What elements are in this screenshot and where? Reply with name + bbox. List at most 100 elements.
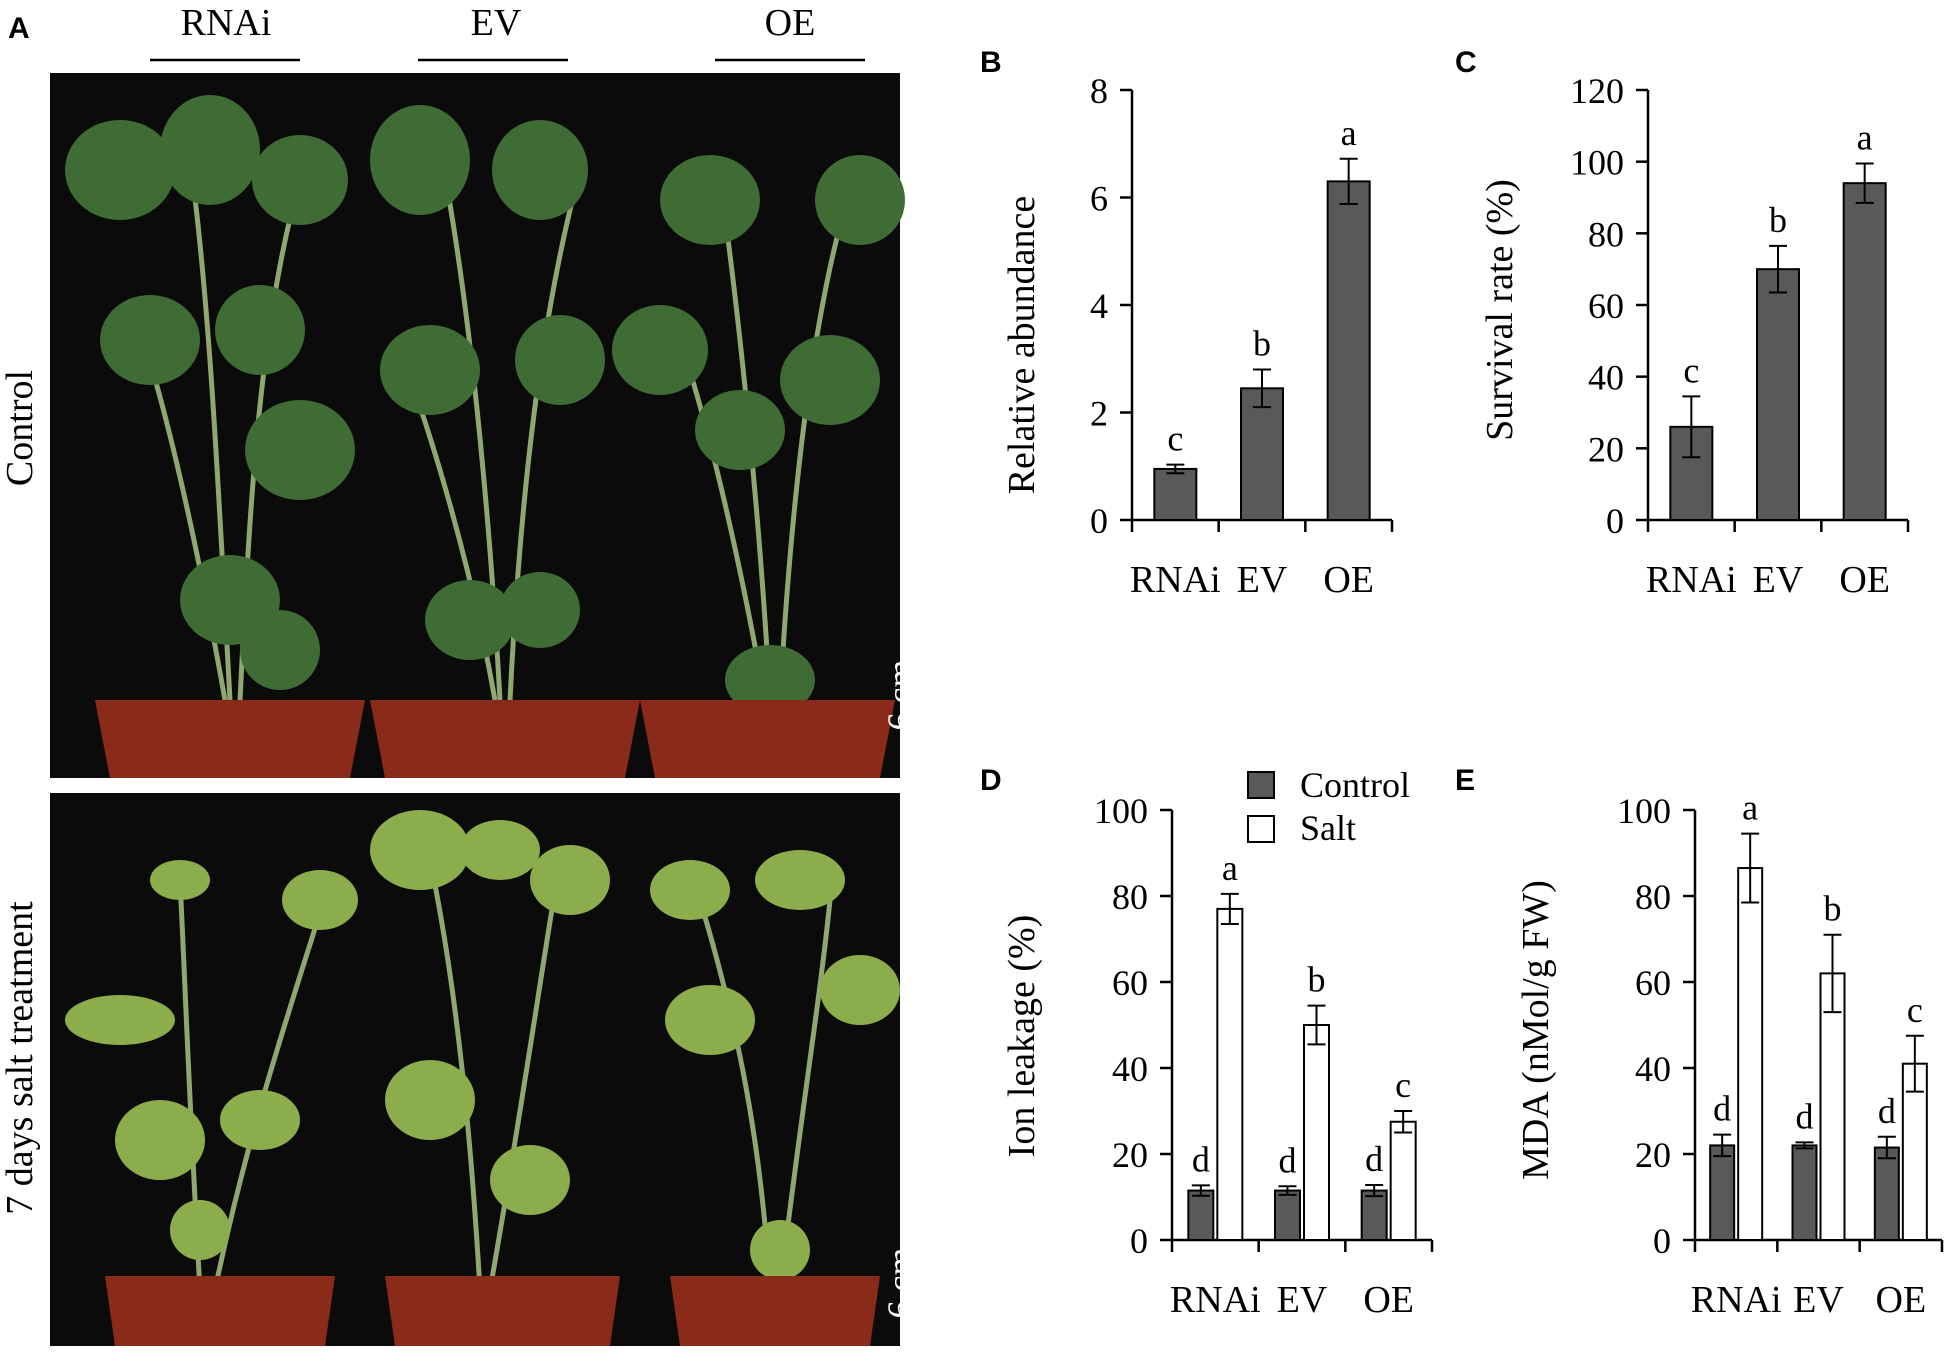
panel-d-salt-oe-bar <box>1389 1120 1417 1241</box>
row-label-control: Control <box>0 370 41 486</box>
panel-b-ylabel: Relative abundance <box>1001 196 1043 495</box>
panel-e-control-rnai-bar <box>1709 1144 1736 1242</box>
panel-d-salt-rnai-bar <box>1216 907 1244 1242</box>
panel-b-ev-significance-letter: b <box>1253 324 1271 364</box>
panel-b-y-tick-label: 0 <box>1090 501 1108 541</box>
pots-salt <box>105 1276 880 1346</box>
panel-b-x-tick-label: OE <box>1323 559 1374 601</box>
panel-d-salt-oe-significance-letter: c <box>1395 1065 1411 1105</box>
panel-e-salt-ev-bar <box>1819 972 1846 1242</box>
panel-c-y-tick-label: 100 <box>1570 143 1624 183</box>
scale-bar-label-salt: 6 cm <box>880 1248 920 1319</box>
panel-c-x-tick-label: RNAi <box>1646 559 1737 601</box>
panel-e-x-tick-label: RNAi <box>1691 1279 1782 1321</box>
panel-b-rnai-significance-letter: c <box>1167 419 1183 459</box>
panel-b-oe-bar <box>1326 180 1371 521</box>
pots-control <box>95 700 895 778</box>
panel-d-x-tick-label: EV <box>1277 1279 1328 1321</box>
panel-d-salt-rnai-significance-letter: a <box>1222 848 1238 888</box>
panel-c-oe-significance-letter: a <box>1857 117 1873 157</box>
panel-b: B Relative abundance 0 2 4 6 8 c RNAi b EV a OE <box>980 46 1394 601</box>
panel-b-plot: 0 2 4 6 8 c RNAi b EV a OE <box>1090 71 1394 601</box>
panel-e-y-tick-label: 20 <box>1635 1135 1671 1175</box>
panel-e-plot: 0 20 40 60 80 100 d a RNAi d b EV d c OE <box>1617 788 1944 1321</box>
panel-c-y-tick-label: 60 <box>1588 286 1624 326</box>
panel-e-salt-rnai-significance-letter: a <box>1742 788 1758 828</box>
panel-c: C Survival rate (%) 0 20 40 60 80 100 120 c RNAi… <box>1455 46 1910 601</box>
panel-b-y-tick-label: 8 <box>1090 71 1108 111</box>
panel-c-label: C <box>1455 46 1477 79</box>
panel-d-y-tick-label: 100 <box>1094 791 1148 831</box>
panel-d: D Ion leakage (%) 0 20 40 60 80 100 d a RNAi d b EV… <box>980 764 1434 1321</box>
panel-b-x-tick-label: RNAi <box>1130 559 1221 601</box>
column-label-oe: OE <box>765 2 816 44</box>
panel-d-control-rnai-significance-letter: d <box>1192 1139 1210 1179</box>
leaves-salt <box>65 810 900 1280</box>
panel-d-y-tick-label: 0 <box>1130 1221 1148 1261</box>
panel-c-oe-bar <box>1842 182 1887 522</box>
scale-bar-label-control: 6 cm <box>880 660 920 731</box>
panel-c-y-tick-label: 20 <box>1588 429 1624 469</box>
column-label-rnai: RNAi <box>181 2 272 44</box>
panel-e-y-tick-label: 60 <box>1635 963 1671 1003</box>
panel-e-ylabel: MDA (nMol/g FW) <box>1515 880 1557 1180</box>
legend-label-salt: Salt <box>1300 808 1356 848</box>
panel-d-salt-ev-bar <box>1303 1024 1330 1241</box>
panel-e-control-rnai-significance-letter: d <box>1713 1089 1731 1129</box>
panel-c-x-tick-label: OE <box>1839 559 1890 601</box>
panel-e-y-tick-label: 40 <box>1635 1049 1671 1089</box>
panel-e-salt-rnai-bar <box>1737 867 1764 1241</box>
panel-c-plot: 0 20 40 60 80 100 120 c RNAi b EV a OE <box>1570 71 1910 601</box>
panel-e-y-tick-label: 100 <box>1617 791 1671 831</box>
panel-d-control-oe-significance-letter: d <box>1365 1139 1383 1179</box>
panel-d-control-oe-bar <box>1360 1189 1388 1242</box>
panel-e-control-oe-bar <box>1873 1146 1900 1242</box>
panel-d-ylabel: Ion leakage (%) <box>1001 915 1043 1158</box>
panel-d-control-ev-significance-letter: d <box>1279 1140 1297 1180</box>
panel-c-ev-significance-letter: b <box>1769 200 1787 240</box>
panel-e-control-ev-significance-letter: d <box>1796 1096 1814 1136</box>
panel-d-y-tick-label: 20 <box>1112 1135 1148 1175</box>
row-label-salt: 7 days salt treatment <box>0 901 41 1215</box>
panel-b-label: B <box>980 46 1002 79</box>
panel-e: E MDA (nMol/g FW) 0 20 40 60 80 100 d a RNAi d b EV… <box>1455 764 1944 1321</box>
panel-e-control-ev-bar <box>1791 1144 1818 1242</box>
panel-d-control-rnai-bar <box>1187 1189 1215 1242</box>
panel-e-salt-ev-significance-letter: b <box>1824 889 1842 929</box>
legend: Control Salt <box>1247 765 1410 848</box>
panel-d-x-tick-label: OE <box>1363 1279 1414 1321</box>
panel-d-control-ev-bar <box>1274 1189 1301 1242</box>
panel-e-y-tick-label: 0 <box>1653 1221 1671 1261</box>
legend-label-control: Control <box>1300 765 1410 805</box>
panel-c-rnai-significance-letter: c <box>1683 350 1699 390</box>
leaves-control <box>65 95 905 715</box>
panel-c-y-tick-label: 0 <box>1606 501 1624 541</box>
panel-b-y-tick-label: 6 <box>1090 179 1108 219</box>
panel-b-rnai-bar <box>1153 467 1198 521</box>
photo-control: 6 cm <box>50 73 924 778</box>
panel-e-x-tick-label: OE <box>1876 1279 1927 1321</box>
panel-e-y-tick-label: 80 <box>1635 877 1671 917</box>
panel-d-x-tick-label: RNAi <box>1170 1279 1261 1321</box>
panel-d-salt-ev-significance-letter: b <box>1308 960 1326 1000</box>
panel-b-x-tick-label: EV <box>1237 559 1288 601</box>
panel-e-salt-oe-significance-letter: c <box>1907 990 1923 1030</box>
panel-b-ev-bar <box>1240 387 1284 521</box>
panel-c-y-tick-label: 40 <box>1588 358 1624 398</box>
panel-b-y-tick-label: 4 <box>1090 286 1108 326</box>
panel-e-x-tick-label: EV <box>1793 1279 1844 1321</box>
panel-d-label: D <box>980 764 1002 797</box>
panel-c-y-tick-label: 120 <box>1570 71 1624 111</box>
panel-e-control-oe-significance-letter: d <box>1878 1091 1896 1131</box>
photo-salt: 6 cm <box>50 793 924 1346</box>
panel-b-oe-significance-letter: a <box>1341 113 1357 153</box>
panel-e-label: E <box>1455 764 1475 797</box>
panel-c-ylabel: Survival rate (%) <box>1479 179 1521 441</box>
panel-d-y-tick-label: 40 <box>1112 1049 1148 1089</box>
panel-b-y-tick-label: 2 <box>1090 394 1108 434</box>
panel-a: A RNAi EV OE Control 7 days salt treatme… <box>0 2 924 1346</box>
panel-c-x-tick-label: EV <box>1753 559 1804 601</box>
panel-c-y-tick-label: 80 <box>1588 214 1624 254</box>
